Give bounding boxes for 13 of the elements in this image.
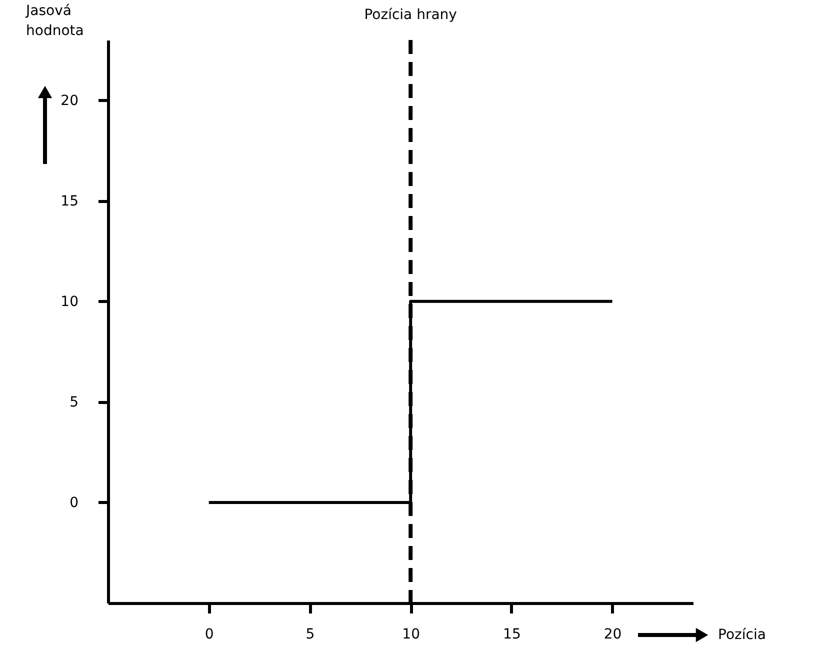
y-tick-label: 15 xyxy=(60,193,78,210)
y-tick-label: 0 xyxy=(70,494,78,511)
x-tick-label: 0 xyxy=(204,626,214,642)
ref-line-label: Pozícia hrany xyxy=(364,7,457,23)
y-tick-label: 20 xyxy=(60,92,78,109)
y-tick-label: 5 xyxy=(70,394,78,410)
x-tick-label: 15 xyxy=(503,626,521,642)
x-tick-label: 20 xyxy=(604,626,622,642)
x-axis-title: Pozícia xyxy=(718,627,766,643)
x-tick-label: 10 xyxy=(402,626,420,642)
y-tick-label: 10 xyxy=(60,294,78,310)
x-tick-label: 5 xyxy=(306,626,315,642)
y-axis-title: Jasová hodnota xyxy=(25,3,84,39)
